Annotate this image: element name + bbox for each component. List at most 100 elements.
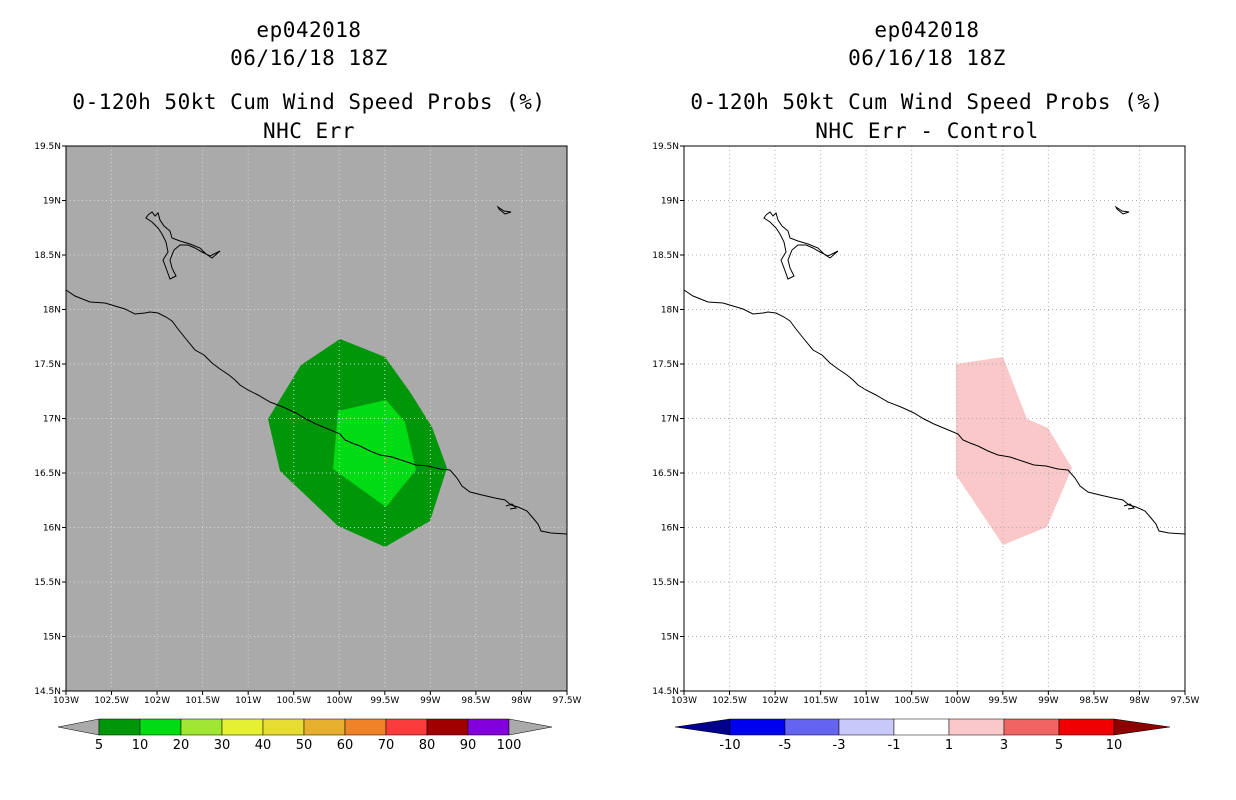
lat-tick-label: 17N	[661, 415, 679, 425]
island-outline	[1114, 205, 1130, 215]
colorbar-segment	[784, 718, 840, 736]
difference-1-3-area	[956, 357, 1072, 545]
lat-tick-label: 19N	[661, 197, 679, 207]
left-panel: ep042018 06/16/18 18Z 0-120h 50kt Cum Wi…	[34, 18, 581, 753]
lat-tick-label: 16.5N	[652, 469, 679, 479]
lon-tick-label: 98.5W	[1079, 696, 1108, 706]
colorbar-label: 100	[497, 738, 522, 753]
lon-tick-label: 102W	[144, 696, 170, 706]
lon-tick-label: 102.5W	[712, 696, 747, 706]
lat-tick-label: 14.5N	[34, 687, 61, 697]
colorbar-label: 80	[419, 738, 436, 753]
colorbar-above-arrow	[1113, 718, 1171, 736]
island-outline	[505, 503, 518, 510]
colorbar-segment	[729, 718, 786, 736]
lat-tick-label: 19N	[43, 197, 61, 207]
colorbar-segment	[262, 718, 305, 736]
colorbar-label: 10	[1106, 738, 1123, 753]
lat-tick-label: 15.5N	[652, 578, 679, 588]
product-subtitle: NHC Err - Control	[815, 119, 1039, 143]
storm-id: ep042018	[256, 18, 362, 42]
lon-tick-label: 98W	[1129, 696, 1149, 706]
colorbar-above-arrow	[508, 718, 553, 736]
island-outline	[496, 205, 512, 215]
map-frame	[65, 145, 568, 692]
colorbar-label: 90	[460, 738, 477, 753]
map-background	[684, 146, 1185, 691]
colorbar-label: 20	[173, 738, 190, 753]
lat-tick-label: 15N	[43, 633, 61, 643]
lon-tick-label: 98W	[511, 696, 531, 706]
lat-tick-label: 15.5N	[34, 578, 61, 588]
right-map: 103W 102.5W 102W 101.5W 101W 100.5W 100W 99.5W 9…	[652, 142, 1200, 753]
lon-tick-label: 100W	[944, 696, 970, 706]
colorbar-segment	[385, 718, 428, 736]
datetime: 06/16/18 18Z	[230, 46, 388, 70]
lat-tick-label: 16.5N	[34, 469, 61, 479]
lat-tick-label: 16N	[661, 524, 679, 534]
colorbar-label: 5	[95, 738, 103, 753]
coastline	[65, 289, 568, 535]
colorbar-segment	[221, 718, 264, 736]
colorbar-segment	[344, 718, 387, 736]
lat-tick-label: 19.5N	[652, 142, 679, 152]
colorbar-label: 50	[296, 738, 313, 753]
storm-id: ep042018	[874, 18, 980, 42]
lat-tick-label: 18.5N	[34, 251, 61, 261]
lon-tick-label: 103W	[53, 696, 79, 706]
colorbar-label: 40	[255, 738, 272, 753]
map-frame	[683, 145, 1186, 692]
colorbar-label: 60	[337, 738, 354, 753]
colorbar-label: 1	[945, 738, 953, 753]
island-outline	[763, 211, 839, 280]
colorbar-segment	[139, 718, 182, 736]
colorbar-label: 5	[1055, 738, 1063, 753]
product-title: 0-120h 50kt Cum Wind Speed Probs (%)	[690, 90, 1164, 114]
colorbar-below-arrow	[57, 718, 100, 736]
lat-tick-label: 17.5N	[652, 360, 679, 370]
lon-tick-label: 99W	[420, 696, 440, 706]
lat-tick-label: 15N	[661, 633, 679, 643]
lon-tick-label: 97.5W	[1171, 696, 1200, 706]
datetime: 06/16/18 18Z	[848, 46, 1006, 70]
lon-tick-label: 100W	[326, 696, 352, 706]
colorbar-label: 3	[1000, 738, 1008, 753]
colorbar-segment	[426, 718, 469, 736]
colorbar-label: -1	[888, 738, 901, 753]
lat-tick-label: 17.5N	[34, 360, 61, 370]
island-outline	[145, 211, 221, 280]
lon-tick-label: 103W	[671, 696, 697, 706]
colorbar-segment	[1003, 718, 1060, 736]
lat-tick-label: 18N	[661, 306, 679, 316]
lon-tick-label: 100.5W	[894, 696, 929, 706]
product-subtitle: NHC Err	[262, 119, 355, 143]
colorbar-segment	[893, 718, 950, 736]
colorbar-label: -10	[719, 738, 740, 753]
lat-tick-label: 18.5N	[652, 251, 679, 261]
colorbar-label: -3	[833, 738, 846, 753]
lat-tick-label: 16N	[43, 524, 61, 534]
colorbar-label: -5	[779, 738, 792, 753]
lon-tick-label: 102W	[762, 696, 788, 706]
colorbar-label: 30	[214, 738, 231, 753]
lon-tick-label: 102.5W	[94, 696, 129, 706]
colorbar-segment	[180, 718, 223, 736]
colorbar-segment	[303, 718, 346, 736]
lon-tick-label: 101W	[235, 696, 261, 706]
lat-tick-label: 19.5N	[34, 142, 61, 152]
lon-tick-label: 101.5W	[803, 696, 838, 706]
colorbar-segment	[1058, 718, 1115, 736]
probability-10-20-area	[333, 400, 416, 507]
colorbar-label: 70	[378, 738, 395, 753]
lat-tick-label: 14.5N	[652, 687, 679, 697]
lon-tick-label: 100.5W	[276, 696, 311, 706]
colorbar-segment	[948, 718, 1005, 736]
island-outline	[1123, 503, 1136, 510]
lon-tick-label: 99.5W	[370, 696, 399, 706]
coastline	[683, 289, 1186, 535]
lon-tick-label: 101.5W	[185, 696, 220, 706]
lon-tick-label: 99W	[1038, 696, 1058, 706]
lon-tick-label: 98.5W	[461, 696, 490, 706]
product-title: 0-120h 50kt Cum Wind Speed Probs (%)	[72, 90, 546, 114]
lat-tick-label: 18N	[43, 306, 61, 316]
